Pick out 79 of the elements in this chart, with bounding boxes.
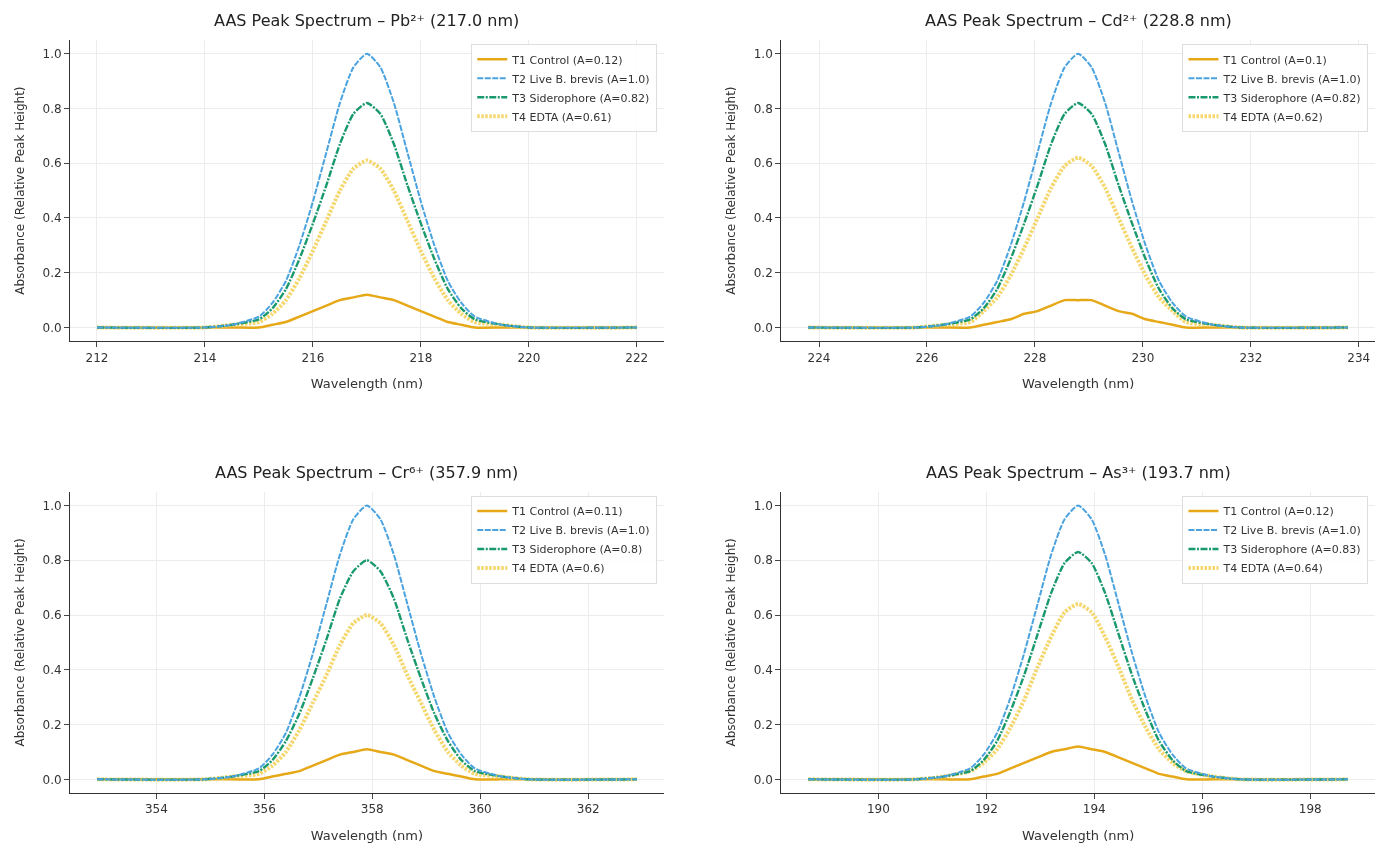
y-axis-title: Absorbance (Relative Peak Height) (12, 538, 27, 747)
legend-label: T2 Live B. brevis (A=1.0) (511, 72, 650, 86)
x-tick-label: 218 (409, 350, 433, 365)
x-tick-label: 224 (807, 350, 831, 365)
x-tick-label: 234 (1347, 350, 1371, 365)
legend-label: T3 Siderophore (A=0.83) (1222, 543, 1361, 557)
y-tick-label: 0.6 (753, 156, 773, 171)
y-tick-label: 0.4 (753, 211, 773, 226)
y-tick-label: 1.0 (753, 498, 773, 513)
x-tick-label: 222 (625, 350, 649, 365)
legend-label: T4 EDTA (A=0.62) (1222, 110, 1323, 124)
legend-label: T2 Live B. brevis (A=1.0) (1222, 72, 1361, 86)
x-tick-label: 360 (468, 802, 492, 817)
chart-title: AAS Peak Spectrum – Cd²⁺ (228.8 nm) (925, 11, 1232, 30)
y-tick-label: 0.0 (42, 320, 62, 335)
legend-label: T2 Live B. brevis (A=1.0) (511, 524, 650, 538)
x-axis-title: Wavelength (nm) (1021, 376, 1135, 392)
line-series (94, 158, 639, 330)
legend-label: T4 EDTA (A=0.61) (511, 110, 612, 124)
x-tick-label: 212 (85, 350, 109, 365)
x-tick-label: 228 (1023, 350, 1047, 365)
y-tick-label: 0.0 (753, 772, 773, 787)
x-tick-label: 190 (866, 802, 890, 817)
line-series (95, 559, 638, 781)
legend-label: T3 Siderophore (A=0.8) (511, 543, 643, 557)
y-tick-label: 1.0 (42, 498, 62, 513)
y-axis-title: Absorbance (Relative Peak Height) (12, 86, 27, 295)
chart-title: AAS Peak Spectrum – Cr⁶⁺ (357.9 nm) (215, 463, 519, 482)
x-tick-label: 194 (1082, 802, 1106, 817)
y-tick-label: 0.2 (42, 717, 62, 732)
legend-label: T1 Control (A=0.12) (511, 53, 623, 67)
x-tick-label: 226 (915, 350, 939, 365)
x-tick-label: 354 (144, 802, 168, 817)
x-tick-label: 192 (974, 802, 998, 817)
x-tick-label: 214 (193, 350, 217, 365)
legend-label: T4 EDTA (A=0.6) (511, 562, 605, 576)
chart-title: AAS Peak Spectrum – As³⁺ (193.7 nm) (926, 463, 1231, 482)
y-tick-label: 0.4 (42, 662, 62, 677)
y-tick-label: 0.8 (753, 101, 773, 116)
x-tick-label: 220 (517, 350, 541, 365)
y-tick-label: 1.0 (42, 46, 62, 61)
legend-label: T2 Live B. brevis (A=1.0) (1222, 524, 1361, 538)
x-tick-label: 358 (360, 802, 384, 817)
y-tick-label: 0.0 (42, 772, 62, 787)
y-tick-label: 0.6 (753, 608, 773, 623)
y-tick-label: 0.4 (42, 211, 62, 226)
x-tick-label: 362 (576, 802, 600, 817)
y-tick-label: 0.2 (42, 265, 62, 280)
y-tick-label: 0.2 (753, 717, 773, 732)
legend-label: T1 Control (A=0.12) (1222, 505, 1334, 519)
chart-title: AAS Peak Spectrum – Pb²⁺ (217.0 nm) (214, 11, 520, 30)
legend-label: T3 Siderophore (A=0.82) (1222, 91, 1361, 105)
line-series (806, 602, 1351, 782)
y-tick-label: 0.6 (42, 156, 62, 171)
y-axis-title: Absorbance (Relative Peak Height) (724, 538, 739, 747)
legend-label: T4 EDTA (A=0.64) (1222, 562, 1323, 576)
x-tick-label: 232 (1239, 350, 1263, 365)
y-tick-label: 0.8 (42, 101, 62, 116)
y-tick-label: 1.0 (753, 46, 773, 61)
x-tick-label: 196 (1190, 802, 1214, 817)
x-axis-title: Wavelength (nm) (310, 376, 424, 392)
y-tick-label: 0.8 (753, 553, 773, 568)
x-tick-label: 230 (1131, 350, 1155, 365)
y-tick-label: 0.6 (42, 608, 62, 623)
line-series (94, 613, 639, 782)
y-tick-label: 0.2 (753, 265, 773, 280)
legend-label: T3 Siderophore (A=0.82) (511, 91, 650, 105)
line-series (806, 155, 1351, 330)
x-tick-label: 356 (252, 802, 276, 817)
x-tick-label: 198 (1298, 802, 1322, 817)
legend-label: T1 Control (A=0.1) (1222, 53, 1327, 67)
x-tick-label: 216 (301, 350, 325, 365)
y-tick-label: 0.0 (753, 320, 773, 335)
x-axis-title: Wavelength (nm) (1021, 828, 1135, 843)
y-tick-label: 0.8 (42, 553, 62, 568)
y-tick-label: 0.4 (753, 662, 773, 677)
y-axis-title: Absorbance (Relative Peak Height) (724, 86, 739, 295)
legend-label: T1 Control (A=0.11) (511, 505, 623, 519)
x-axis-title: Wavelength (nm) (310, 828, 424, 843)
